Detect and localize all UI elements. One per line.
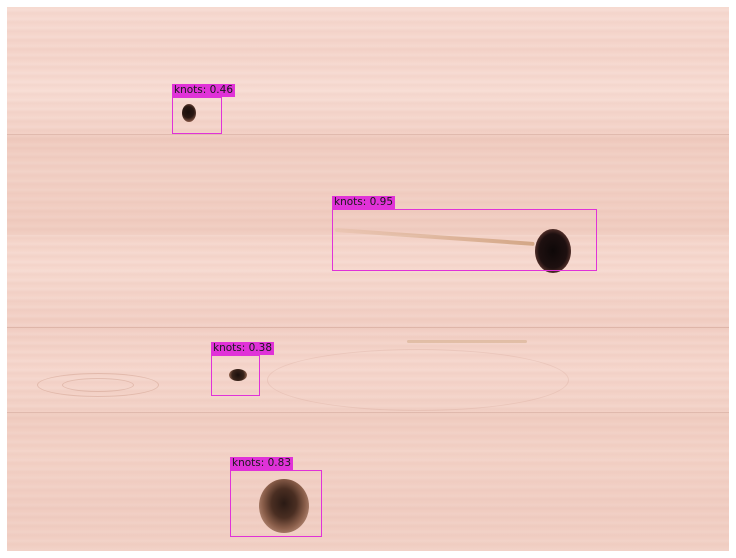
detection-box: [230, 470, 322, 537]
detection-label: knots: 0.38: [211, 342, 275, 355]
wood-board-photo: [7, 7, 729, 551]
detection-box: [172, 97, 222, 134]
detection-label: knots: 0.83: [230, 457, 294, 470]
knot: [259, 479, 309, 533]
detection-label: knots: 0.46: [172, 84, 236, 97]
plank-seam: [7, 412, 729, 413]
knot: [535, 229, 571, 273]
plank-shade: [7, 135, 729, 235]
detection-box: [211, 355, 260, 396]
detection-box: [332, 209, 597, 271]
detection-label: knots: 0.95: [332, 196, 396, 209]
plank-seam: [7, 327, 729, 328]
grain-eye: [62, 378, 134, 392]
knot: [229, 369, 247, 381]
plank-shade: [7, 413, 729, 551]
grain-eye: [267, 349, 569, 411]
grain-eye: [37, 373, 159, 397]
plank-seam: [7, 134, 729, 135]
resin-streak: [407, 340, 527, 343]
knot: [182, 104, 196, 122]
